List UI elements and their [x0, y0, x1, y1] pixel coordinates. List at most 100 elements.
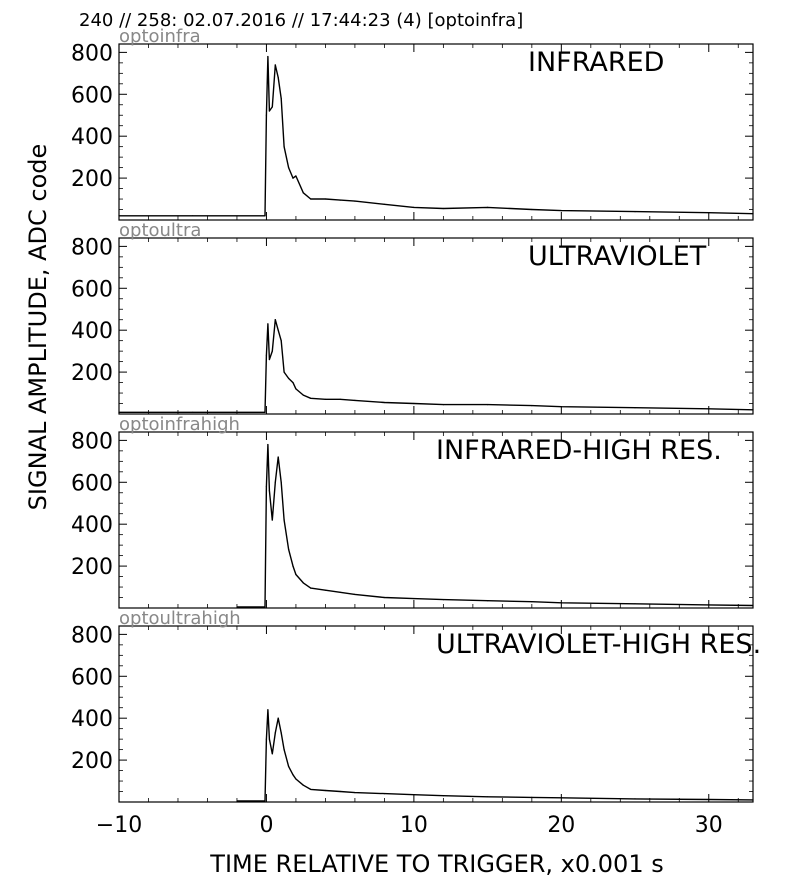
signal-line — [119, 55, 754, 217]
panel-1: optoinfra INFRARED 200 400 600 800 — [71, 26, 754, 221]
data-point — [442, 404, 444, 406]
data-point — [264, 411, 266, 413]
source-label: optoinfrahigh — [119, 414, 240, 435]
data-point — [354, 399, 356, 401]
data-point — [560, 602, 562, 604]
y-tick-label: 800 — [71, 235, 113, 260]
data-point — [531, 796, 533, 799]
y-tick-label: 600 — [71, 277, 113, 302]
signal-line — [237, 709, 754, 802]
data-point — [487, 404, 489, 406]
data-point — [531, 208, 533, 211]
data-point — [277, 717, 279, 719]
source-label: optoinfra — [119, 26, 201, 47]
data-point — [280, 481, 282, 483]
data-point — [267, 444, 269, 446]
y-tick-label: 400 — [71, 125, 113, 150]
data-point — [442, 207, 444, 210]
data-point — [413, 598, 415, 600]
data-point — [302, 582, 304, 584]
axes-frame — [118, 43, 754, 221]
data-point — [268, 490, 270, 492]
data-point — [283, 371, 285, 373]
panel-label: ULTRAVIOLET — [528, 241, 707, 272]
data-point — [634, 407, 636, 409]
data-point — [442, 795, 444, 797]
data-point — [277, 329, 279, 331]
panel-3: optoinfrahigh INFRARED-HIGH RES. 200 400 600… — [71, 414, 754, 609]
data-point — [267, 709, 269, 711]
source-label: optoultrahigh — [119, 608, 241, 629]
data-point — [192, 411, 194, 413]
data-point — [708, 798, 710, 801]
data-point — [288, 548, 290, 550]
y-tick-label: 800 — [71, 41, 113, 66]
y-tick-label: 200 — [71, 361, 113, 386]
data-point — [354, 792, 356, 794]
data-point — [236, 800, 238, 802]
data-point — [288, 765, 290, 768]
data-point — [236, 606, 238, 608]
data-point — [339, 199, 341, 201]
axes-frame — [118, 625, 754, 803]
data-point — [531, 405, 533, 407]
data-point — [271, 519, 273, 521]
header-text: 240 // 258: 02.07.2016 // 17:44:23 (4) [… — [79, 10, 523, 31]
data-point — [288, 167, 290, 169]
panel-label: INFRARED-HIGH RES. — [436, 435, 722, 466]
data-point — [265, 485, 267, 488]
data-point — [274, 732, 276, 734]
data-point — [268, 738, 270, 740]
data-point — [383, 793, 385, 795]
x-tick-label: 10 — [400, 813, 428, 838]
data-point — [277, 456, 279, 458]
data-point — [487, 206, 489, 208]
data-point — [283, 749, 285, 751]
data-point — [560, 210, 562, 212]
data-point — [274, 481, 276, 483]
data-point — [274, 319, 276, 321]
data-point — [708, 604, 710, 606]
signal-line — [237, 443, 754, 608]
data-point — [413, 206, 415, 208]
data-point — [560, 406, 562, 408]
data-point — [383, 401, 385, 404]
data-point — [295, 175, 297, 177]
data-point — [295, 573, 297, 576]
signal-line — [119, 319, 754, 413]
data-point — [413, 402, 415, 405]
data-point — [118, 215, 120, 217]
data-point — [634, 211, 636, 213]
data-point — [283, 519, 285, 521]
y-tick-label: 400 — [71, 707, 113, 732]
y-tick-label: 600 — [71, 83, 113, 108]
data-point — [310, 788, 312, 791]
data-point — [271, 106, 273, 108]
data-point — [708, 212, 710, 214]
data-point — [264, 215, 266, 217]
data-point — [280, 340, 282, 342]
y-tick-label: 200 — [71, 749, 113, 774]
data-point — [118, 411, 120, 413]
data-point — [292, 382, 294, 384]
x-tick-label: 20 — [547, 813, 575, 838]
data-point — [487, 600, 489, 602]
data-point — [752, 604, 754, 607]
data-point — [292, 774, 294, 776]
data-point — [292, 177, 294, 179]
data-point — [752, 213, 754, 215]
data-point — [192, 215, 194, 217]
x-tick-label: 30 — [695, 813, 723, 838]
data-point — [442, 599, 444, 601]
y-tick-label: 600 — [71, 665, 113, 690]
data-point — [339, 790, 341, 793]
data-point — [265, 114, 267, 116]
data-point — [324, 398, 326, 400]
axes-frame — [118, 431, 754, 609]
data-point — [339, 398, 341, 400]
data-point — [280, 732, 282, 734]
data-point — [339, 591, 341, 593]
y-tick-label: 800 — [71, 429, 113, 454]
data-point — [288, 377, 290, 379]
